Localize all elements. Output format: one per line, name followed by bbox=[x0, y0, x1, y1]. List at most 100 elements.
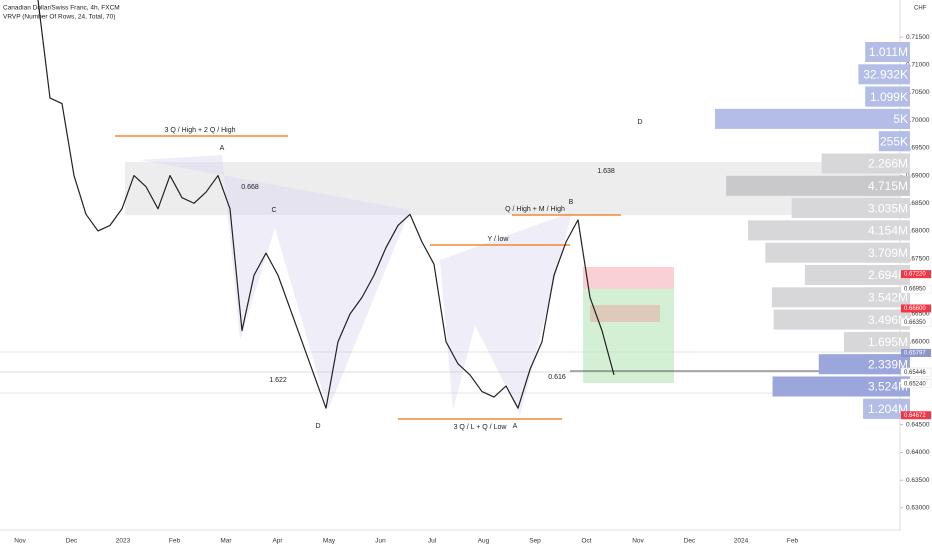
y-tick-label: 0.71500 bbox=[906, 34, 930, 41]
volume-bar bbox=[726, 175, 910, 196]
x-tick-label: Jun bbox=[375, 538, 386, 545]
level-label: 3 Q / L + Q / Low bbox=[454, 424, 508, 431]
volume-label: 2.339M bbox=[868, 357, 908, 371]
y-tick-label: 0.70500 bbox=[906, 89, 930, 96]
y-tick-label: 0.66500 bbox=[906, 311, 930, 318]
price-tag-label: 0.65446 bbox=[904, 370, 926, 376]
volume-label: 4.154M bbox=[868, 224, 908, 238]
volume-label-bg bbox=[865, 309, 910, 330]
point-label: A bbox=[513, 423, 518, 430]
volume-label: 1.204M bbox=[868, 402, 908, 416]
price-tag bbox=[900, 318, 932, 327]
y-tick-label: 0.68500 bbox=[906, 200, 930, 207]
price-tag-label: 0.65240 bbox=[904, 381, 926, 387]
price-tag bbox=[901, 411, 931, 420]
volume-label-bg bbox=[865, 331, 910, 352]
volume-label-bg bbox=[865, 398, 910, 419]
volume-label-bg bbox=[892, 108, 910, 129]
volume-label: 2.266M bbox=[868, 157, 908, 171]
ratio-label: 1.638 bbox=[597, 168, 615, 175]
chart-title: Canadian Dollar/Swiss Franc, 4h, FXCM bbox=[3, 5, 120, 12]
x-tick-label: Dec bbox=[684, 538, 696, 545]
x-tick-label: Mar bbox=[220, 538, 232, 545]
x-tick-label: Jul bbox=[428, 538, 437, 545]
x-tick-label: Aug bbox=[478, 538, 490, 545]
ratio-label: 1.622 bbox=[269, 377, 287, 384]
y-tick-label: 0.64500 bbox=[906, 421, 930, 428]
volume-label-bg bbox=[878, 131, 910, 152]
volume-label: 1.099K bbox=[870, 90, 908, 104]
volume-label: 255K bbox=[880, 134, 908, 148]
point-label: D bbox=[315, 423, 320, 430]
price-tag-label: 0.66950 bbox=[904, 287, 926, 293]
x-tick-label: Nov bbox=[14, 538, 26, 545]
point-label: A bbox=[220, 145, 225, 152]
price-tag-label: 0.66600 bbox=[904, 306, 926, 312]
y-tick-label: 0.69500 bbox=[906, 145, 930, 152]
x-tick-label: May bbox=[323, 538, 336, 545]
y-tick-label: 0.67500 bbox=[906, 255, 930, 262]
y-tick-label: 0.66000 bbox=[906, 338, 930, 345]
price-tag-label: 0.66350 bbox=[904, 320, 926, 326]
volume-label: 4.715M bbox=[868, 179, 908, 193]
price-tag bbox=[901, 304, 931, 313]
x-tick-label: 2023 bbox=[116, 538, 131, 545]
volume-label: 3.542M bbox=[868, 290, 908, 304]
y-tick-label: 0.64000 bbox=[906, 449, 930, 456]
volume-label: 5K bbox=[893, 112, 908, 126]
price-tag bbox=[901, 270, 931, 279]
volume-label-bg bbox=[865, 287, 910, 308]
point-label: D bbox=[637, 119, 642, 126]
volume-label: 1.695M bbox=[868, 335, 908, 349]
volume-label-bg bbox=[858, 64, 910, 85]
volume-label-bg bbox=[865, 376, 910, 397]
volume-label-bg bbox=[865, 175, 910, 196]
target-zone bbox=[583, 289, 674, 383]
price-tag-label: 0.67220 bbox=[904, 272, 926, 278]
stop-zone bbox=[583, 267, 674, 289]
x-tick-label: Dec bbox=[66, 538, 78, 545]
volume-label-bg bbox=[865, 198, 910, 219]
volume-bar bbox=[715, 108, 910, 129]
volume-label-bg bbox=[865, 220, 910, 241]
entry-zone bbox=[590, 305, 660, 322]
x-tick-label: Apr bbox=[272, 538, 283, 545]
x-tick-label: 2024 bbox=[734, 538, 749, 545]
level-label: 3 Q / High + 2 Q / High bbox=[164, 127, 235, 134]
x-tick-label: Oct bbox=[581, 538, 591, 545]
y-tick-label: 0.63500 bbox=[906, 477, 930, 484]
volume-label: 3.496M bbox=[868, 313, 908, 327]
volume-label-bg bbox=[865, 153, 910, 174]
pattern bbox=[440, 212, 572, 415]
y-tick-label: 0.71000 bbox=[906, 62, 930, 69]
volume-label: 1.011M bbox=[869, 45, 908, 59]
volume-label-bg bbox=[865, 42, 910, 62]
price-tag-label: 0.65797 bbox=[904, 351, 926, 357]
volume-label-bg bbox=[865, 265, 910, 285]
indicator-label: VRVP (Number Of Rows, 24, Total, 70) bbox=[3, 14, 115, 21]
x-tick-label: Feb bbox=[169, 538, 181, 545]
volume-label: 3.709M bbox=[868, 246, 908, 260]
x-tick-label: Sep bbox=[529, 538, 541, 545]
volume-label: 2.694M bbox=[868, 268, 908, 282]
volume-label-bg bbox=[865, 354, 910, 375]
currency: CHF bbox=[914, 6, 927, 12]
price-tag bbox=[900, 368, 932, 377]
x-tick-label: Nov bbox=[632, 538, 644, 545]
y-tick-label: 0.70000 bbox=[906, 117, 930, 124]
pattern bbox=[140, 155, 410, 410]
point-label: C bbox=[271, 207, 276, 214]
price-tag-label: 0.64672 bbox=[904, 413, 926, 419]
price-tag bbox=[901, 348, 931, 357]
ratio-label: 0.616 bbox=[548, 374, 566, 381]
ratio-label: 0.668 bbox=[241, 184, 259, 191]
volume-label: 3.035M bbox=[868, 201, 908, 215]
y-tick-label: 0.63000 bbox=[906, 505, 930, 512]
volume-label: 32.932K bbox=[863, 67, 908, 81]
price-tag bbox=[900, 284, 932, 294]
volume-label-bg bbox=[865, 86, 910, 107]
volume-label-bg bbox=[865, 242, 910, 263]
y-tick-label: 0.69000 bbox=[906, 172, 930, 179]
price-tag bbox=[900, 379, 932, 388]
point-label: B bbox=[569, 199, 574, 206]
